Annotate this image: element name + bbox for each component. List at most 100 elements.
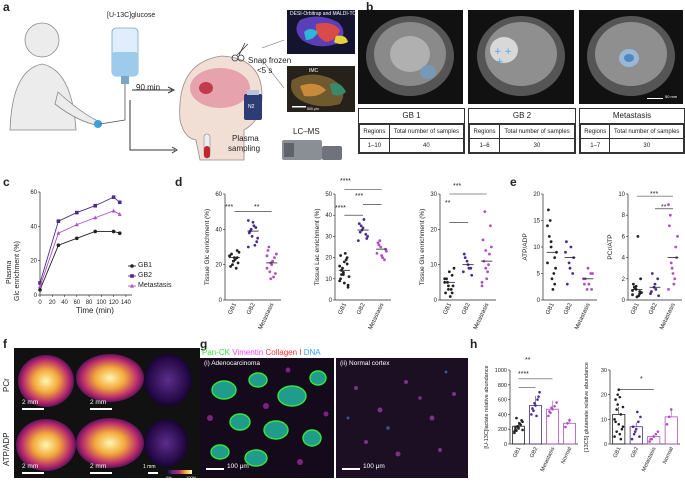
chart-e2-point	[668, 224, 671, 228]
chart-h1-point	[550, 406, 553, 410]
gb2-samples-header: Total number of samples	[499, 124, 575, 139]
chart-d1-point	[265, 254, 269, 258]
chart-d1-point	[252, 224, 256, 228]
chart-h1-point	[535, 414, 538, 418]
chart-d2-point	[377, 243, 381, 247]
f-scale-1: 2 mm	[22, 399, 39, 406]
chart-d2-point	[343, 251, 347, 255]
legend-gb1: GB1	[138, 262, 153, 269]
chart-e2-y-tick-label: 2	[622, 277, 626, 283]
chart-d3-x-tick-label: GB2	[461, 302, 472, 316]
sig-d3-a: ***	[453, 183, 462, 190]
chart-c-ylabel-2: Glc enrichment (%)	[14, 241, 21, 301]
chart-e2-point	[657, 294, 660, 298]
chart-d3-point	[448, 295, 452, 298]
chart-h1-y-tick-label: 1000	[495, 368, 507, 374]
chart-c-point	[74, 222, 79, 227]
imc-label: IMC	[309, 68, 319, 74]
chart-e1-x-tick-label: Metastasis	[574, 302, 592, 331]
chart-h2-glutamate: 0 10 20 30 [13C5] glutamate relative abundan…	[584, 362, 680, 473]
chart-d2-point	[342, 271, 345, 274]
chart-h1-y-tick-label: 200	[498, 427, 507, 433]
chart-d3-point	[480, 280, 484, 284]
chart-c-x-tick-label: 120	[109, 300, 120, 306]
panel-f-images	[14, 348, 200, 478]
chart-d1-point	[271, 259, 274, 263]
chart-e2-x-tick-label: Metastasis	[659, 302, 677, 331]
chart-d3-point	[461, 270, 465, 274]
snap-frozen-label: Snap frozen	[248, 56, 292, 65]
chart-e2-point	[634, 284, 638, 288]
chart-e1-point	[548, 219, 552, 222]
chart-d2-point	[375, 251, 379, 255]
panel-label-b: b	[366, 0, 374, 14]
chart-d3-point	[465, 259, 469, 263]
chart-d2-point	[342, 260, 346, 264]
chart-e2-point	[673, 277, 677, 281]
chart-d2-point	[347, 275, 351, 279]
chart-h2-point	[648, 440, 651, 443]
sig-e2-a: ***	[650, 191, 659, 198]
chart-d2-point	[364, 232, 368, 236]
chart-e2-point	[671, 272, 675, 275]
chart-e1-point	[550, 277, 554, 281]
chart-e1-point	[585, 288, 589, 291]
chart-h2-bar	[664, 416, 678, 445]
chart-d2-point	[339, 277, 342, 281]
chart-c-line-metastasis	[39, 210, 120, 287]
chart-h1-point	[553, 404, 556, 408]
panel-a-schematic	[9, 10, 355, 161]
f-scale-2: 2 mm	[90, 399, 107, 406]
sig-h1-a: **	[525, 357, 531, 364]
chart-h1-x-tick-label: Normal	[560, 446, 573, 465]
mri-scale-label: 50 mm	[665, 94, 678, 99]
lcms-label: LC–MS	[293, 127, 320, 136]
chart-c-point	[75, 236, 79, 241]
chart-d1-point	[269, 277, 273, 281]
chart-h1-point	[566, 421, 569, 425]
chart-e2-point	[632, 282, 635, 286]
chart-h2-y-tick-label: 20	[601, 393, 607, 399]
chart-d3-point	[451, 284, 455, 288]
chart-d1-point	[255, 240, 259, 244]
infusion-label: [U-13C]glucose	[107, 12, 156, 19]
chart-h2-point	[649, 437, 652, 441]
chart-h2-point	[615, 408, 618, 411]
chart-h1-point	[515, 416, 518, 420]
chart-c-point	[93, 203, 97, 208]
chart-c-point	[111, 229, 116, 234]
chart-e1-x-tick-label: GB2	[563, 302, 574, 316]
chart-e1-point	[546, 261, 549, 265]
chart-h2-point	[617, 422, 621, 426]
chart-d2-y-tick-label: 30	[325, 234, 332, 240]
chart-d1-y-tick-label: 20	[215, 263, 222, 269]
g-scale-2: 100 μm	[363, 463, 385, 470]
row-label-pcr: PCr	[2, 378, 11, 392]
chart-c-point	[93, 229, 97, 234]
chart-c-point	[111, 195, 116, 199]
chart-c-y-tick-label: 40	[30, 224, 37, 230]
chart-c-point	[117, 200, 122, 205]
chart-e2-point	[636, 235, 640, 238]
chart-d2-y-tick-label: 50	[325, 192, 332, 198]
chart-d2-point	[346, 283, 350, 287]
metastasis-title: Metastasis	[580, 109, 684, 124]
gb1-regions-value: 1–10	[359, 138, 390, 153]
colorbar-min: 0%	[166, 475, 172, 480]
chart-h2-ylabel: [13C5] glutamate relative abundance	[584, 362, 590, 452]
chart-h2-point	[639, 415, 642, 419]
chart-h2-x-tick-label: GB1	[612, 446, 622, 459]
chart-h1-point	[520, 419, 523, 422]
chart-d3-point	[449, 288, 453, 291]
chart-h1-point	[530, 413, 533, 416]
row-label-atp-adp: ATP/ADP	[2, 432, 11, 466]
chart-c-legend-marker	[130, 264, 134, 268]
chart-d1-y-tick-label: 60	[215, 192, 222, 198]
chart-d2-point	[342, 281, 346, 285]
chart-h1-point	[521, 428, 524, 432]
chart-c-point	[38, 281, 42, 285]
chart-d2-point	[356, 239, 360, 243]
panel-label-h: h	[470, 337, 478, 351]
imc-scale-label: 500 μm	[307, 107, 319, 111]
g-sub-2: (ii) Normal cortex	[340, 360, 390, 367]
